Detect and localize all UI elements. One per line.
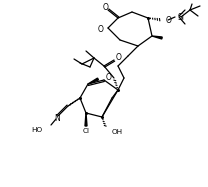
- Text: O: O: [105, 73, 111, 82]
- Text: O: O: [103, 2, 109, 11]
- Polygon shape: [85, 113, 87, 126]
- Text: Si: Si: [178, 13, 185, 22]
- Text: O: O: [116, 53, 122, 62]
- Text: HO: HO: [31, 127, 42, 133]
- Text: N: N: [54, 114, 60, 122]
- Polygon shape: [88, 78, 98, 84]
- Text: Cl: Cl: [83, 128, 89, 134]
- Text: O: O: [166, 16, 172, 24]
- Polygon shape: [152, 36, 162, 39]
- Text: OH: OH: [112, 129, 123, 135]
- Text: O: O: [98, 24, 104, 33]
